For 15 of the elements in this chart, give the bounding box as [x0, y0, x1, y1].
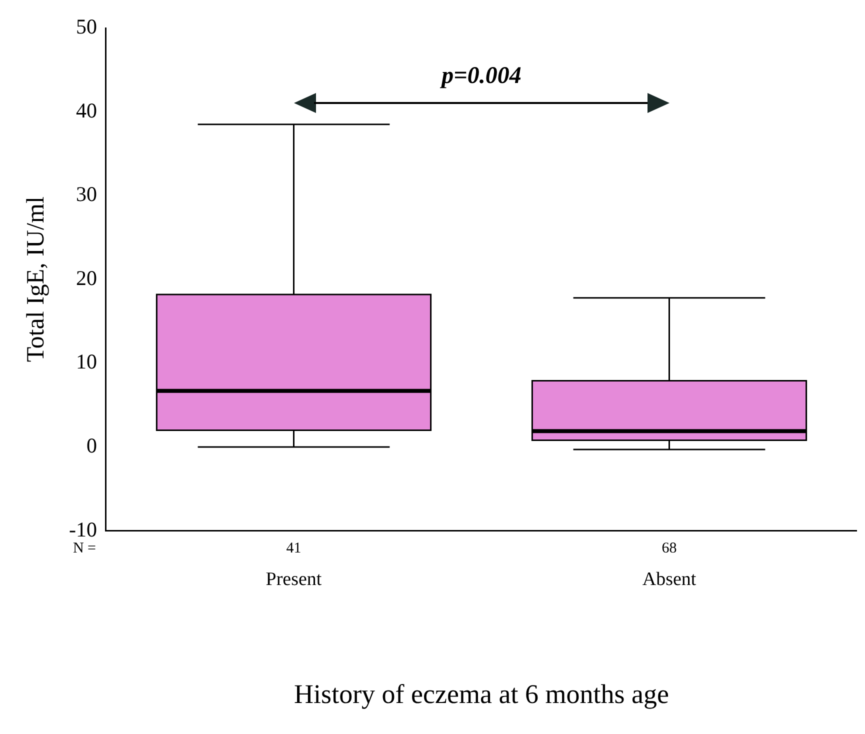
y-tick-label: 30	[76, 182, 97, 206]
x-tick-label: Absent	[642, 569, 697, 590]
y-tick-label: 0	[86, 434, 97, 458]
annotation: p=0.004	[439, 63, 522, 90]
text: 68	[662, 540, 677, 557]
y-tick-label: 40	[76, 98, 97, 122]
y-tick-label: -10	[68, 517, 97, 542]
y-tick-label: 20	[76, 266, 97, 290]
y-axis-title: Total IgE, IU/ml	[22, 196, 50, 362]
x-tick-label: Present	[266, 569, 322, 590]
text: 41	[286, 540, 302, 557]
x-axis-title: History of eczema at 6 months age	[294, 678, 669, 709]
y-tick-label: 50	[76, 14, 97, 39]
y-tick-label: 10	[76, 350, 97, 374]
text: N =	[72, 540, 96, 557]
